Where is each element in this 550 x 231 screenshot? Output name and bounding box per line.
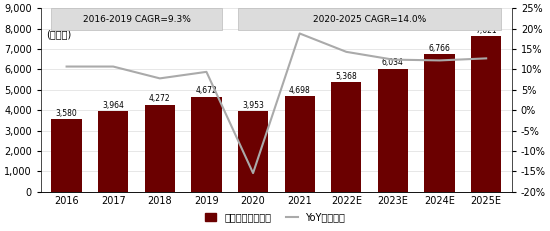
Text: 3,953: 3,953 xyxy=(242,101,264,110)
Text: 5,368: 5,368 xyxy=(336,72,357,81)
Bar xyxy=(98,111,128,192)
Text: 6,034: 6,034 xyxy=(382,58,404,67)
Bar xyxy=(52,119,82,192)
Text: 2020-2025 CAGR=14.0%: 2020-2025 CAGR=14.0% xyxy=(313,15,426,24)
Text: 4,698: 4,698 xyxy=(289,86,311,95)
Bar xyxy=(238,8,501,30)
Text: (十亿元): (十亿元) xyxy=(46,29,71,39)
Bar xyxy=(52,8,222,30)
Text: 7,621: 7,621 xyxy=(475,26,497,35)
Bar xyxy=(284,96,315,192)
Text: 2016-2019 CAGR=9.3%: 2016-2019 CAGR=9.3% xyxy=(82,15,190,24)
Text: 4,272: 4,272 xyxy=(149,94,170,103)
Bar xyxy=(378,69,408,192)
Legend: 中国餐饮市场规模, YoY（右轴）: 中国餐饮市场规模, YoY（右轴） xyxy=(201,208,349,226)
Text: 3,964: 3,964 xyxy=(102,101,124,110)
Bar xyxy=(191,97,222,192)
Bar xyxy=(425,54,455,192)
Bar xyxy=(331,82,361,192)
Bar xyxy=(145,105,175,192)
Text: 3,580: 3,580 xyxy=(56,109,78,118)
Bar xyxy=(238,111,268,192)
Bar xyxy=(471,36,501,192)
Text: 6,766: 6,766 xyxy=(428,43,450,52)
Text: 4,672: 4,672 xyxy=(196,86,217,95)
